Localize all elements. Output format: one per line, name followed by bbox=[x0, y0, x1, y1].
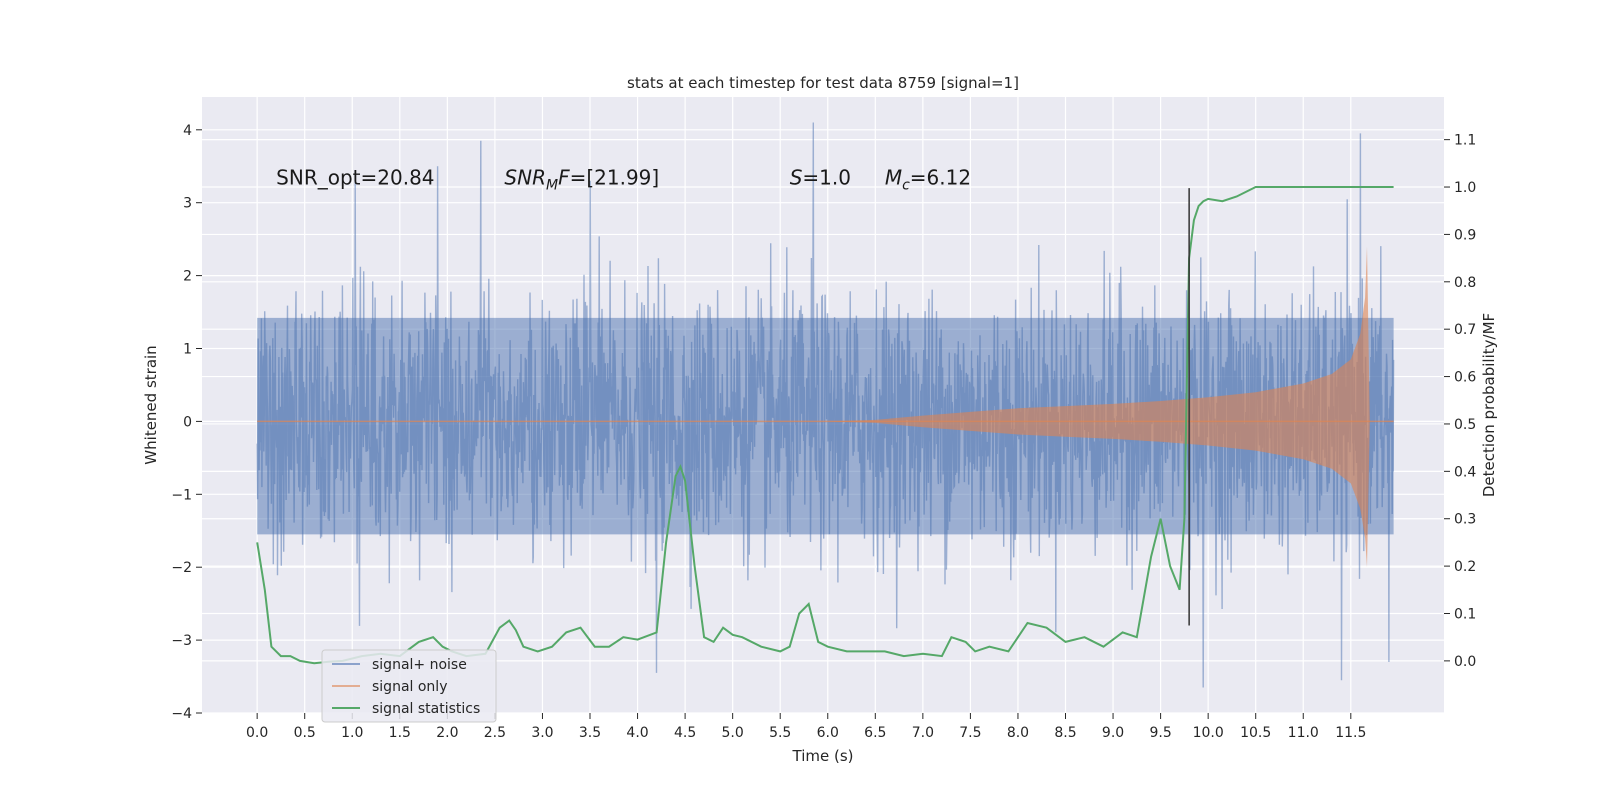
signal-statistics-line bbox=[256, 186, 1394, 665]
y-tick-label: 0 bbox=[183, 414, 192, 430]
x-tick-label: 9.5 bbox=[1149, 725, 1171, 741]
chart-title: stats at each timestep for test data 875… bbox=[627, 74, 1019, 92]
y-right-tick-label: 0.5 bbox=[1454, 417, 1476, 433]
x-tick-label: 5.0 bbox=[722, 725, 744, 741]
y-axis-left-ticks: −4 −3 −2 −1 0 1 2 3 4 bbox=[171, 123, 202, 722]
y-right-tick-label: 1.0 bbox=[1454, 180, 1476, 196]
y-right-tick-label: 1.1 bbox=[1454, 133, 1476, 149]
x-tick-label: 0.5 bbox=[294, 725, 316, 741]
y-tick-label: 1 bbox=[183, 342, 192, 358]
y-right-tick-label: 0.7 bbox=[1454, 322, 1476, 338]
x-tick-label: 4.0 bbox=[626, 725, 648, 741]
y-right-tick-label: 0.4 bbox=[1454, 464, 1476, 480]
signal-only-series bbox=[257, 246, 1394, 568]
signal-noise-series bbox=[256, 122, 1395, 688]
legend: signal+ noise signal only signal statistic… bbox=[321, 649, 497, 723]
x-tick-label: 7.0 bbox=[912, 725, 934, 741]
y-right-tick-label: 0.2 bbox=[1454, 559, 1476, 575]
legend-box bbox=[321, 649, 497, 723]
x-tick-label: 3.0 bbox=[531, 725, 553, 741]
y-tick-label: −1 bbox=[171, 487, 192, 503]
y-right-tick-label: 0.6 bbox=[1454, 370, 1476, 386]
x-tick-label: 9.0 bbox=[1102, 725, 1124, 741]
x-tick-label: 8.5 bbox=[1054, 725, 1076, 741]
x-tick-label: 6.5 bbox=[864, 725, 886, 741]
x-tick-label: 3.5 bbox=[579, 725, 601, 741]
y-axis-right-ticks: 0.0 0.1 0.2 0.3 0.4 0.5 0.6 0.7 0.8 0.9 1.0 1.1 bbox=[1444, 133, 1476, 670]
legend-label: signal statistics bbox=[372, 701, 480, 717]
y-tick-label: 3 bbox=[183, 196, 192, 212]
x-tick-label: 11.0 bbox=[1288, 725, 1319, 741]
annotation-text: SNR_opt=20.84 bbox=[276, 165, 434, 189]
y-tick-label: −3 bbox=[171, 633, 192, 649]
signal-only-envelope bbox=[257, 246, 1394, 568]
legend-label: signal+ noise bbox=[372, 657, 467, 673]
x-axis-label: Time (s) bbox=[792, 747, 854, 765]
y-right-tick-label: 0.0 bbox=[1454, 654, 1476, 670]
x-tick-label: 2.5 bbox=[484, 725, 506, 741]
x-tick-label: 10.5 bbox=[1240, 725, 1271, 741]
y-tick-label: 4 bbox=[183, 123, 192, 139]
annotation-text: SNRMF=[21.99] bbox=[504, 165, 659, 193]
y-tick-label: −2 bbox=[171, 560, 192, 576]
signal-noise-line bbox=[256, 122, 1395, 688]
y-tick-label: −4 bbox=[171, 706, 192, 722]
x-tick-label: 6.0 bbox=[817, 725, 839, 741]
signal-statistics-series bbox=[256, 186, 1394, 665]
y-axis-left-label: Whitened strain bbox=[142, 345, 160, 464]
annotation-text: S=1.0 bbox=[790, 165, 851, 189]
x-tick-label: 10.0 bbox=[1193, 725, 1224, 741]
y-right-tick-label: 0.1 bbox=[1454, 606, 1476, 622]
annotations: SNR_opt=20.84 SNRMF=[21.99] S=1.0 Mc=6.12 bbox=[276, 165, 971, 193]
y-tick-label: 2 bbox=[183, 269, 192, 285]
x-tick-label: 1.5 bbox=[389, 725, 411, 741]
legend-label: signal only bbox=[372, 679, 447, 695]
annotation-text: Mc=6.12 bbox=[885, 165, 971, 193]
x-tick-label: 1.0 bbox=[341, 725, 363, 741]
y-right-tick-label: 0.9 bbox=[1454, 227, 1476, 243]
x-tick-label: 0.0 bbox=[246, 725, 268, 741]
x-axis-ticks: 0.0 0.5 1.0 1.5 2.0 2.5 3.0 3.5 4.0 4.5 5.0 5.5 6.0 6… bbox=[246, 713, 1366, 741]
y-right-tick-label: 0.3 bbox=[1454, 512, 1476, 528]
x-tick-label: 4.5 bbox=[674, 725, 696, 741]
x-tick-label: 2.0 bbox=[436, 725, 458, 741]
y-axis-right-label: Detection probability/MF bbox=[1480, 313, 1498, 497]
x-tick-label: 8.0 bbox=[1007, 725, 1029, 741]
y-right-tick-label: 0.8 bbox=[1454, 275, 1476, 291]
x-tick-label: 7.5 bbox=[959, 725, 981, 741]
x-tick-label: 11.5 bbox=[1335, 725, 1366, 741]
x-tick-label: 5.5 bbox=[769, 725, 791, 741]
